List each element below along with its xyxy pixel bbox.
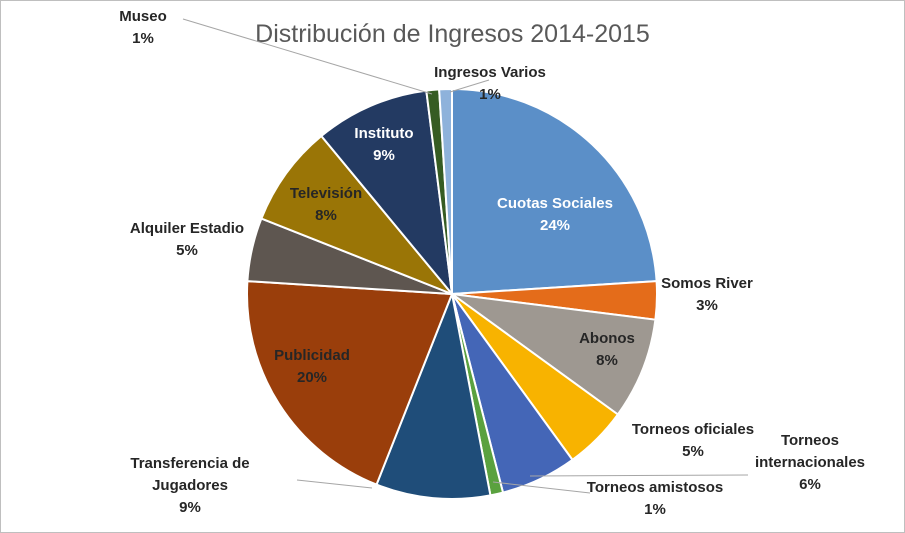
- slice-label: Somos River 3%: [661, 275, 753, 314]
- slice-label: Museo 1%: [119, 8, 167, 47]
- slice-label: Televisión 8%: [290, 185, 362, 224]
- pie-slice: [260, 134, 453, 295]
- slice-label: Ingresos Varios 1%: [434, 64, 546, 103]
- slice-label: Abonos 8%: [579, 330, 635, 369]
- slice-label: Instituto 9%: [354, 125, 413, 164]
- pie-slice: [375, 290, 492, 500]
- pie-slice: [438, 87, 453, 295]
- pie-slice: [451, 293, 657, 416]
- pie-slice: [245, 280, 454, 486]
- chart-title: Distribución de Ingresos 2014-2015: [255, 20, 650, 48]
- slice-label: Torneos amistosos 1%: [587, 479, 723, 518]
- leader-line: [182, 18, 433, 95]
- slice-label: Torneos internacionales 6%: [755, 432, 865, 493]
- leader-line: [296, 479, 373, 489]
- leader-line: [529, 474, 749, 477]
- leader-line: [449, 79, 490, 93]
- slice-label: Transferencia de Jugadores 9%: [130, 455, 249, 516]
- slice-label: Cuotas Sociales 24%: [497, 195, 613, 234]
- slice-label: Alquiler Estadio 5%: [130, 220, 244, 259]
- pie-slice: [451, 87, 658, 296]
- slice-label: Torneos oficiales 5%: [632, 421, 754, 460]
- slice-label: Publicidad 20%: [274, 347, 350, 386]
- leader-line: [492, 481, 591, 494]
